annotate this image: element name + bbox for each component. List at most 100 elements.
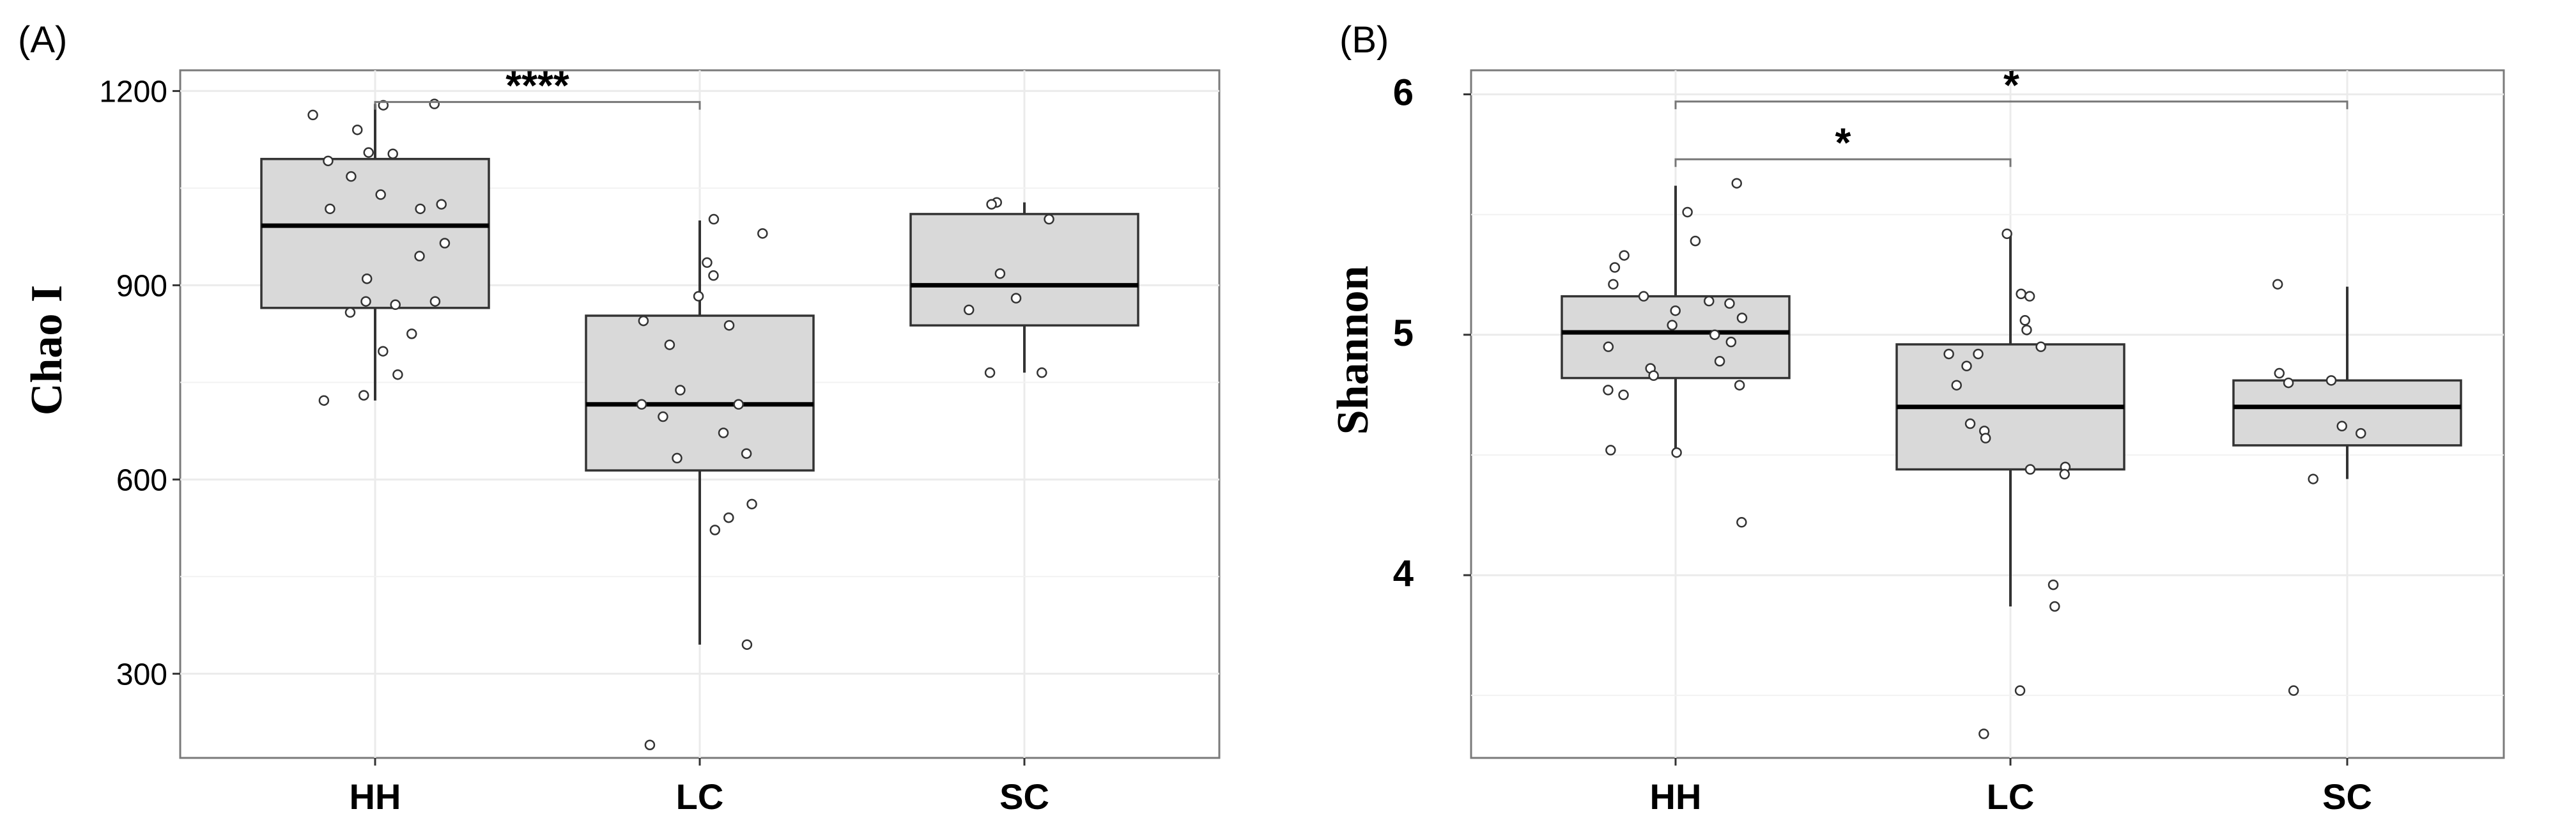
point-lc-11 [658, 411, 668, 422]
point-hh-20 [378, 346, 389, 357]
y-tick-label-2: 900 [116, 269, 167, 303]
point-sc-2 [1044, 213, 1054, 225]
point-lc-14 [2025, 464, 2036, 475]
panel-b-y-axis-title: Shannon [1329, 266, 1378, 435]
point-hh-22 [359, 390, 369, 401]
point-hh-2 [1690, 235, 1701, 247]
point-lc-0 [2001, 228, 2012, 240]
y-tick-label-2: 6 [1393, 72, 1414, 114]
point-lc-2 [2024, 291, 2035, 302]
point-lc-1 [2016, 288, 2026, 300]
point-hh-1 [1682, 206, 1693, 218]
panel-b-x-ticks: HH LC SC [1650, 758, 2372, 817]
panel-b: (B) ** 456 HH LC SC Shannon [1329, 19, 2505, 817]
box-hh [260, 158, 490, 309]
point-hh-23 [1736, 517, 1747, 528]
panel-a: (A) **** 300 600 900 1200 HH LC SC Chao I [18, 19, 1221, 817]
point-hh-23 [318, 395, 330, 406]
point-lc-19 [1978, 729, 1989, 739]
significance-hh-lc-bracket [1674, 158, 2012, 167]
x-tick-label-lc: LC [1987, 776, 2035, 817]
point-hh-11 [1667, 320, 1677, 331]
point-hh-7 [346, 171, 357, 182]
y-tick-label-1: 5 [1393, 312, 1414, 354]
point-hh-21 [392, 369, 403, 380]
point-lc-0 [708, 213, 720, 225]
panel-a-significance: **** [374, 63, 701, 110]
point-lc-9 [733, 399, 744, 410]
point-sc-6 [2308, 474, 2318, 484]
point-sc-2 [2325, 375, 2337, 386]
point-sc-4 [2336, 420, 2347, 432]
point-sc-7 [1037, 367, 1047, 378]
x-tick-label-sc: SC [999, 776, 1049, 817]
point-lc-17 [2049, 601, 2060, 612]
panel-a-boxes [260, 104, 1139, 645]
point-hh-0 [429, 98, 440, 109]
panel-a-label: (A) [18, 19, 67, 61]
point-hh-8 [1724, 298, 1735, 309]
point-sc-7 [2288, 685, 2299, 696]
point-lc-7 [1973, 348, 1984, 360]
point-hh-16 [360, 296, 371, 307]
point-hh-8 [375, 189, 386, 200]
point-lc-15 [2059, 468, 2070, 480]
point-lc-3 [708, 270, 719, 281]
point-lc-15 [746, 498, 757, 510]
box-lc [585, 314, 815, 472]
significance-hh-lc-label: **** [505, 63, 569, 109]
point-lc-8 [675, 385, 686, 396]
point-lc-7 [664, 339, 675, 350]
point-sc-1 [2274, 367, 2285, 379]
point-hh-6 [1638, 291, 1649, 302]
box-sc [2232, 379, 2462, 447]
significance-hh-sc-bracket [1674, 100, 2348, 109]
point-hh-18 [344, 307, 356, 318]
point-hh-13 [414, 251, 425, 262]
point-lc-18 [2014, 685, 2026, 696]
point-hh-4 [363, 147, 374, 158]
point-lc-12 [718, 428, 729, 438]
point-hh-9 [1670, 305, 1681, 316]
point-hh-2 [378, 100, 389, 111]
point-lc-19 [644, 739, 656, 750]
point-hh-5 [387, 148, 398, 159]
point-lc-8 [1961, 360, 1972, 372]
point-hh-5 [1608, 279, 1619, 290]
point-lc-2 [702, 257, 713, 268]
point-hh-17 [1648, 370, 1659, 382]
point-lc-9 [1951, 380, 1962, 391]
panel-a-y-ticks: 300 600 900 1200 [99, 75, 180, 691]
point-hh-13 [1725, 336, 1737, 348]
point-lc-1 [757, 228, 768, 239]
point-sc-1 [986, 199, 997, 210]
panel-b-y-ticks: 4 5 6 [1393, 72, 1471, 594]
point-hh-3 [351, 124, 363, 135]
point-hh-14 [361, 273, 373, 284]
point-lc-6 [723, 320, 735, 331]
significance-hh-lc-bracket [374, 101, 701, 110]
significance-hh-sc-label: * [2003, 62, 2019, 108]
y-tick-label-3: 1200 [99, 75, 167, 109]
point-sc-6 [984, 367, 996, 378]
point-hh-10 [415, 203, 426, 215]
panel-b-label: (B) [1339, 19, 1389, 61]
point-hh-6 [323, 155, 334, 167]
point-lc-10 [636, 399, 647, 410]
point-hh-10 [1736, 312, 1748, 323]
panel-a-x-ticks: HH LC SC [350, 758, 1049, 817]
point-hh-20 [1618, 389, 1629, 401]
point-hh-3 [1619, 250, 1630, 261]
point-hh-0 [1731, 178, 1742, 189]
point-hh-7 [1704, 295, 1715, 307]
point-lc-16 [723, 512, 734, 523]
y-tick-label-0: 300 [116, 658, 167, 691]
x-tick-label-hh: HH [350, 776, 401, 817]
point-sc-5 [963, 304, 975, 316]
point-sc-3 [994, 268, 1006, 279]
point-sc-5 [2356, 428, 2366, 439]
panel-a-y-axis-title: Chao I [22, 285, 72, 415]
point-lc-4 [693, 291, 704, 302]
point-hh-19 [406, 328, 417, 339]
point-hh-15 [429, 296, 441, 307]
